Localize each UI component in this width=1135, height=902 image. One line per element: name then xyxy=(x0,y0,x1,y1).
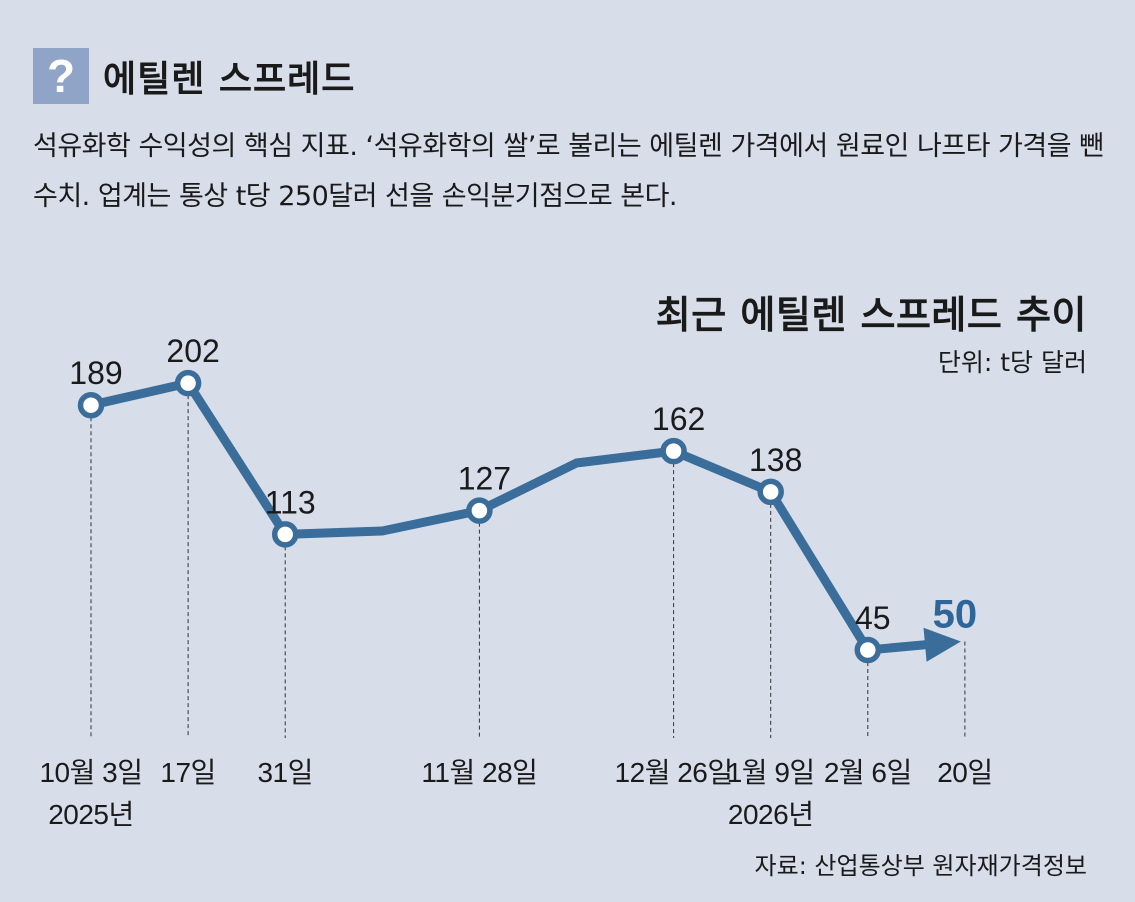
data-point xyxy=(757,478,784,506)
x-tick-label: 1월 9일 xyxy=(727,757,815,788)
x-tick-label: 2026년 xyxy=(728,799,814,830)
data-label: 189 xyxy=(69,355,122,391)
source-note: 자료: 산업통상부 원자재가격정보 xyxy=(754,852,1087,880)
data-point xyxy=(271,521,299,548)
description: 석유화학 수익성의 핵심 지표. ‘석유화학의 쌀’로 불리는 에틸렌 가격에서… xyxy=(33,131,1104,212)
x-tick-label: 11월 28일 xyxy=(421,757,537,788)
data-point xyxy=(466,497,493,524)
x-tick-label: 12월 26일 xyxy=(615,757,733,788)
data-point xyxy=(174,369,202,397)
data-point xyxy=(660,437,687,465)
data-label: 113 xyxy=(265,484,316,520)
data-label: 162 xyxy=(652,401,705,437)
unit-label: 단위: t당 달러 xyxy=(937,348,1087,377)
x-tick-label: 2월 6일 xyxy=(824,757,912,788)
x-tick-label: 31일 xyxy=(257,757,312,788)
data-point xyxy=(77,391,105,419)
data-point xyxy=(854,636,882,664)
header: ? 에틸렌 스프레드 xyxy=(33,47,355,105)
x-tick-label: 2025년 xyxy=(48,799,134,830)
data-label: 202 xyxy=(166,333,219,369)
x-tick-label: 17일 xyxy=(160,757,215,788)
chart-title: 최근 에틸렌 스프레드 추이 xyxy=(655,293,1087,337)
data-label: 45 xyxy=(855,600,891,636)
data-label: 50 xyxy=(933,593,978,637)
question-icon: ? xyxy=(33,48,89,104)
x-tick-label: 10월 3일 xyxy=(39,757,142,788)
x-tick-label: 20일 xyxy=(937,757,992,788)
header-title: 에틸렌 스프레드 xyxy=(103,59,356,100)
data-label: 138 xyxy=(749,442,802,478)
series-arrowhead xyxy=(923,627,961,662)
data-label: 127 xyxy=(458,461,511,497)
